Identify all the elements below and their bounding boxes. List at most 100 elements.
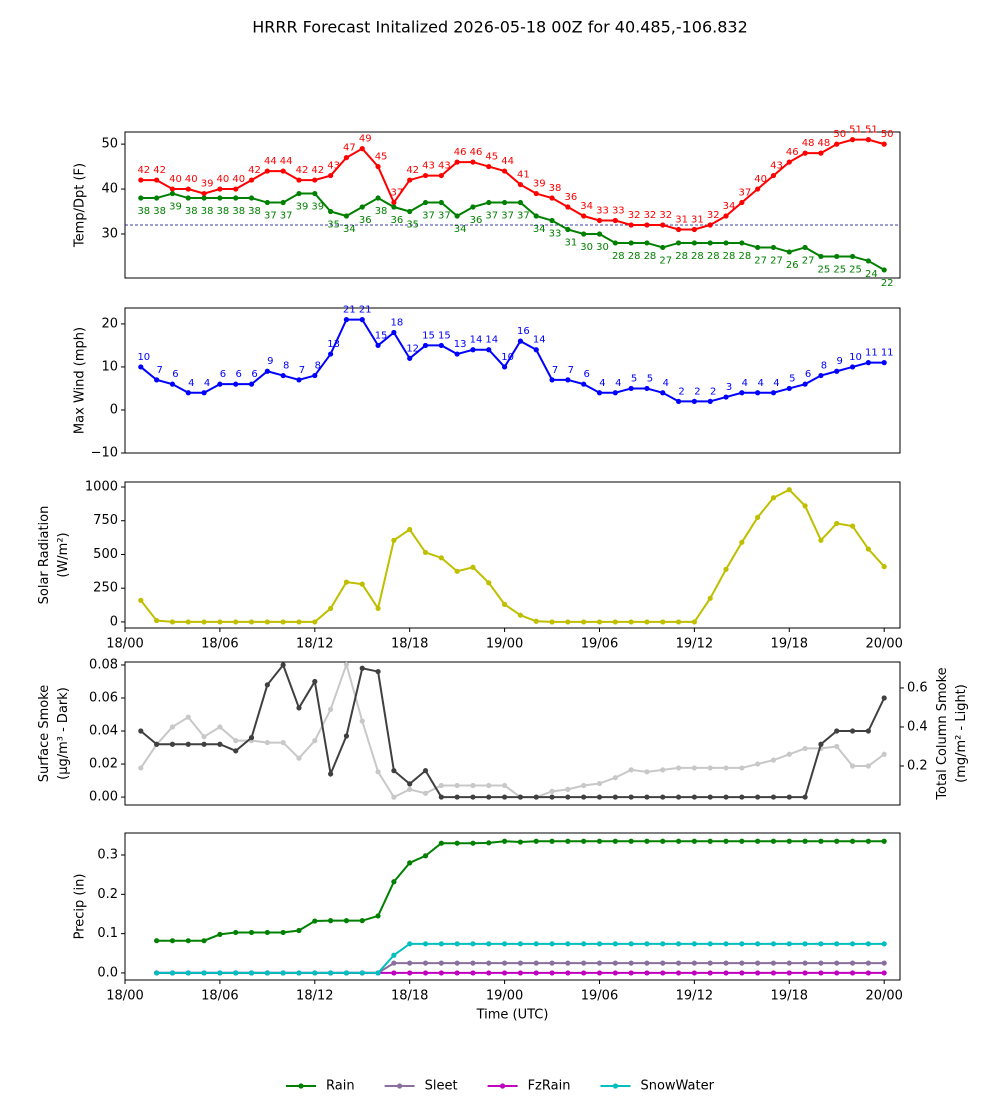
data-point bbox=[454, 568, 460, 574]
data-point bbox=[723, 566, 729, 572]
data-point bbox=[818, 253, 824, 260]
data-point bbox=[707, 222, 713, 228]
data-point bbox=[881, 838, 887, 844]
data-point bbox=[628, 960, 634, 966]
data-point bbox=[628, 222, 634, 228]
data-point bbox=[581, 213, 587, 219]
data-label: 6 bbox=[220, 369, 226, 380]
data-point bbox=[644, 619, 650, 625]
data-point bbox=[612, 217, 618, 224]
data-point bbox=[248, 195, 255, 201]
data-point bbox=[786, 970, 792, 976]
legend-marker bbox=[298, 1083, 304, 1089]
data-point bbox=[296, 619, 302, 625]
data-point bbox=[628, 838, 634, 844]
data-point bbox=[770, 794, 777, 800]
data-point bbox=[280, 372, 286, 379]
data-point bbox=[802, 941, 808, 947]
data-point bbox=[375, 342, 381, 349]
data-point bbox=[628, 794, 634, 800]
data-point bbox=[486, 794, 492, 800]
data-point bbox=[786, 941, 792, 947]
data-point bbox=[312, 372, 318, 379]
data-point bbox=[343, 579, 350, 585]
data-point bbox=[375, 668, 381, 675]
data-point bbox=[644, 838, 650, 844]
y-tick-label: 0.02 bbox=[89, 757, 118, 772]
data-label: 51 bbox=[849, 125, 862, 136]
data-label: 37 bbox=[391, 188, 404, 199]
data-point bbox=[391, 199, 397, 206]
data-point bbox=[644, 385, 650, 392]
data-label: 50 bbox=[833, 129, 846, 140]
data-point bbox=[881, 695, 887, 701]
data-point bbox=[486, 970, 492, 976]
data-point bbox=[612, 970, 618, 976]
data-label: 34 bbox=[454, 224, 467, 235]
data-point bbox=[264, 199, 270, 206]
data-point bbox=[359, 970, 365, 976]
data-point bbox=[470, 159, 476, 165]
x-tick-label: 18/00 bbox=[106, 989, 143, 1004]
data-label: 28 bbox=[612, 251, 625, 262]
data-label: 6 bbox=[172, 369, 178, 380]
data-point bbox=[217, 381, 223, 387]
data-point bbox=[422, 549, 429, 556]
x-tick-label: 20/00 bbox=[865, 989, 902, 1004]
data-point bbox=[770, 970, 777, 976]
data-point bbox=[359, 665, 365, 671]
y-tick-label: 1000 bbox=[85, 479, 118, 494]
data-point bbox=[454, 351, 460, 357]
data-point bbox=[312, 918, 318, 924]
data-point bbox=[517, 970, 524, 976]
data-point bbox=[660, 960, 666, 966]
data-point bbox=[248, 929, 255, 936]
data-point bbox=[501, 941, 508, 947]
plot-frame bbox=[124, 661, 901, 806]
data-label: 2 bbox=[710, 386, 716, 397]
data-point bbox=[154, 617, 160, 624]
data-point bbox=[881, 267, 887, 273]
data-point bbox=[422, 342, 429, 349]
data-point bbox=[691, 240, 697, 246]
axis-label: Solar Radiation bbox=[37, 506, 52, 605]
data-point bbox=[296, 377, 302, 383]
data-label: 18 bbox=[391, 318, 404, 329]
data-label: 41 bbox=[517, 170, 530, 181]
data-point bbox=[849, 253, 856, 260]
data-point bbox=[438, 970, 444, 976]
data-label: 32 bbox=[707, 210, 720, 221]
data-point bbox=[533, 794, 539, 800]
data-point bbox=[596, 217, 603, 224]
data-point bbox=[359, 317, 365, 323]
data-point bbox=[280, 199, 286, 206]
y2-tick-label: 0.6 bbox=[907, 680, 928, 695]
data-point bbox=[818, 537, 824, 543]
y-tick-label: −10 bbox=[91, 446, 118, 461]
data-label: 5 bbox=[631, 373, 637, 384]
data-label: 36 bbox=[391, 215, 404, 226]
data-label: 21 bbox=[343, 305, 356, 316]
series-line bbox=[140, 192, 885, 271]
data-point bbox=[565, 786, 571, 792]
data-point bbox=[660, 222, 666, 228]
data-label: 32 bbox=[644, 210, 657, 221]
x-tick-label: 19/18 bbox=[771, 989, 808, 1004]
data-point bbox=[834, 141, 840, 147]
data-point bbox=[517, 338, 524, 344]
data-point bbox=[707, 765, 713, 771]
data-label: 2 bbox=[694, 386, 700, 397]
data-point bbox=[755, 186, 761, 192]
data-point bbox=[739, 539, 745, 545]
x-tick-label: 18/18 bbox=[391, 637, 428, 652]
data-point bbox=[501, 838, 508, 844]
data-point bbox=[865, 763, 871, 769]
x-tick-label: 18/12 bbox=[296, 637, 333, 652]
data-point bbox=[865, 960, 871, 966]
data-label: 46 bbox=[454, 147, 467, 158]
data-point bbox=[359, 581, 365, 587]
data-point bbox=[438, 555, 444, 561]
data-point bbox=[596, 794, 603, 800]
data-point bbox=[818, 960, 824, 966]
data-point bbox=[881, 941, 887, 947]
